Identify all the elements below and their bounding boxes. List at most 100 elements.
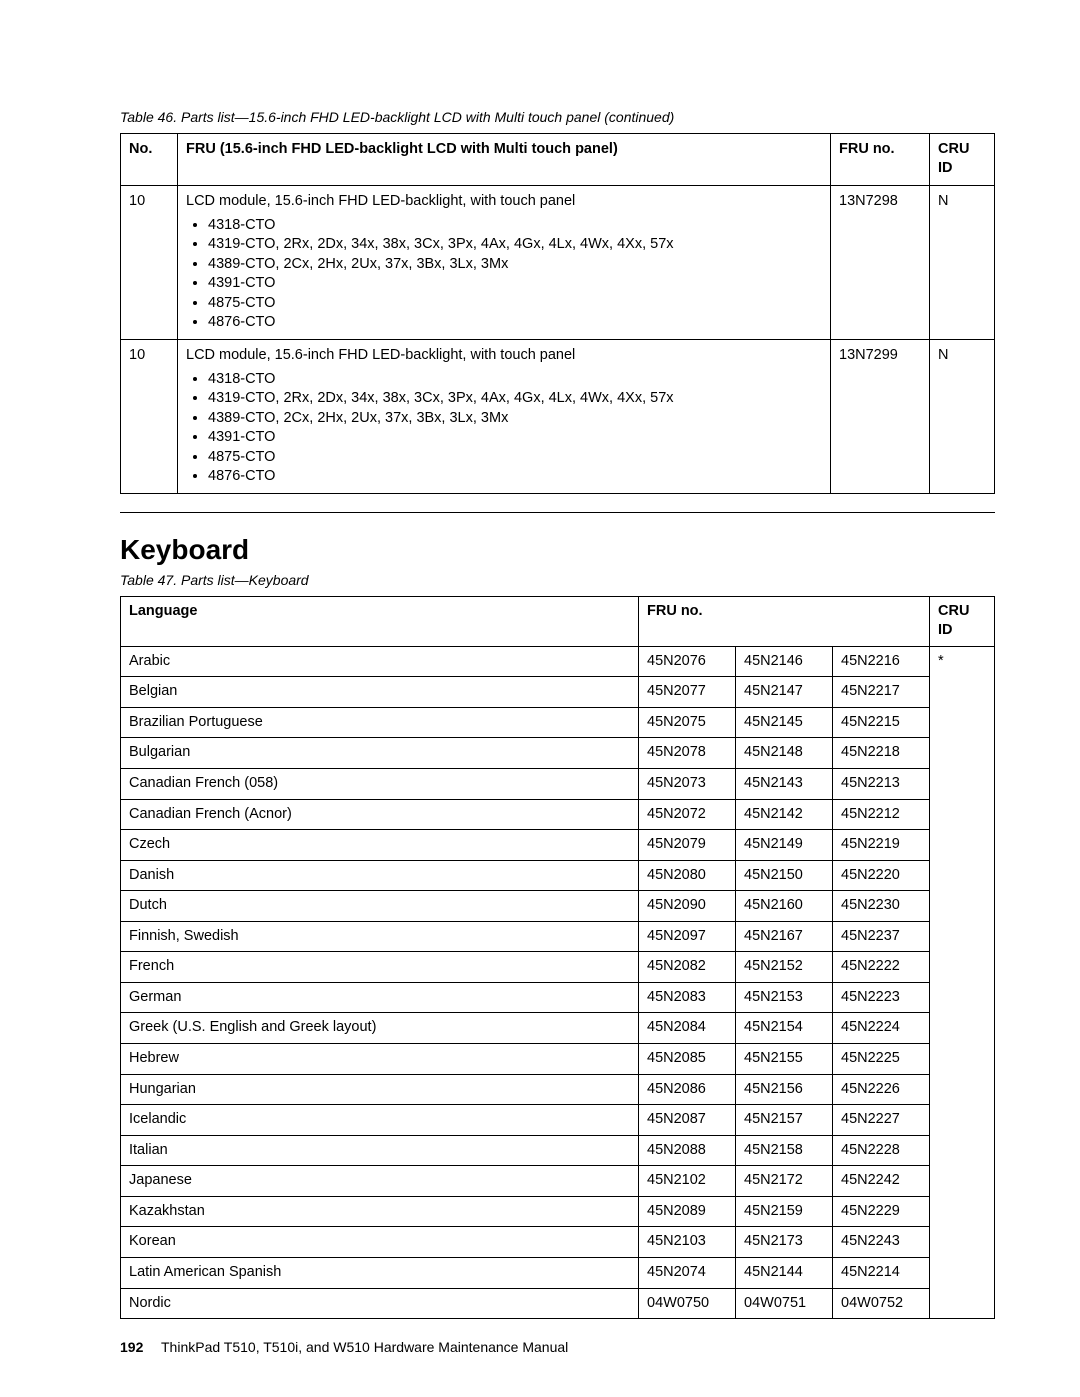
th-cru: CRU ID (930, 596, 995, 646)
cell-language: French (121, 952, 639, 983)
cell-part-no: 45N2172 (736, 1166, 833, 1197)
cell-part-no: 45N2167 (736, 921, 833, 952)
cell-language: Kazakhstan (121, 1196, 639, 1227)
cell-part-no: 45N2218 (833, 738, 930, 769)
cell-language: Brazilian Portuguese (121, 707, 639, 738)
list-item: 4876-CTO (208, 313, 822, 333)
page-number: 192 (120, 1339, 143, 1355)
list-item: 4391-CTO (208, 274, 822, 294)
cell-part-no: 45N2097 (639, 921, 736, 952)
cell-part-no: 45N2213 (833, 768, 930, 799)
table46-caption: Table 46. Parts list—15.6-inch FHD LED-b… (120, 108, 995, 127)
cell-part-no: 45N2087 (639, 1105, 736, 1136)
th-cru: CRU ID (930, 133, 995, 185)
th-fru-no: FRU no. (831, 133, 930, 185)
table-row: Czech45N207945N214945N2219 (121, 830, 995, 861)
page: Table 46. Parts list—15.6-inch FHD LED-b… (0, 0, 1080, 1397)
cell-part-no: 45N2173 (736, 1227, 833, 1258)
th-fru-no: FRU no. (639, 596, 930, 646)
cell-part-no: 45N2229 (833, 1196, 930, 1227)
cell-part-no: 45N2224 (833, 1013, 930, 1044)
table-row: Italian45N208845N215845N2228 (121, 1135, 995, 1166)
table46-body: 10 LCD module, 15.6-inch FHD LED-backligh… (121, 186, 995, 494)
cell-part-no: 45N2212 (833, 799, 930, 830)
table-row: German45N208345N215345N2223 (121, 982, 995, 1013)
table-row: Greek (U.S. English and Greek layout) 45N… (121, 1013, 995, 1044)
cell-language: Dutch (121, 891, 639, 922)
cell-fru-no: 13N7299 (831, 339, 930, 493)
list-item: 4319-CTO, 2Rx, 2Dx, 34x, 38x, 3Cx, 3Px, … (208, 389, 822, 409)
cell-part-no: 45N2237 (833, 921, 930, 952)
table-row: Hungarian45N208645N215645N2226 (121, 1074, 995, 1105)
cell-part-no: 45N2155 (736, 1044, 833, 1075)
cell-part-no: 45N2146 (736, 646, 833, 677)
cell-part-no: 45N2219 (833, 830, 930, 861)
cell-part-no: 45N2103 (639, 1227, 736, 1258)
cell-cru: N (930, 186, 995, 340)
cell-part-no: 45N2082 (639, 952, 736, 983)
table47: Language FRU no. CRU ID Arabic45N207645N… (120, 596, 995, 1320)
fru-title: LCD module, 15.6-inch FHD LED-backlight,… (186, 346, 822, 366)
cell-language: German (121, 982, 639, 1013)
cell-part-no: 45N2102 (639, 1166, 736, 1197)
cell-part-no: 45N2142 (736, 799, 833, 830)
table-row: Belgian45N207745N214745N2217 (121, 677, 995, 708)
cell-part-no: 45N2223 (833, 982, 930, 1013)
cell-cru: * (930, 646, 995, 1318)
cell-part-no: 45N2227 (833, 1105, 930, 1136)
table46: No. FRU (15.6-inch FHD LED-backlight LCD… (120, 133, 995, 494)
page-footer: 192 ThinkPad T510, T510i, and W510 Hardw… (120, 1338, 568, 1357)
cell-part-no: 45N2072 (639, 799, 736, 830)
cell-part-no: 45N2090 (639, 891, 736, 922)
cell-no: 10 (121, 186, 178, 340)
table-row: Canadian French (Acnor)45N207245N214245N… (121, 799, 995, 830)
cell-part-no: 04W0751 (736, 1288, 833, 1319)
cell-language: Belgian (121, 677, 639, 708)
cell-part-no: 45N2148 (736, 738, 833, 769)
cell-part-no: 45N2228 (833, 1135, 930, 1166)
cell-part-no: 45N2079 (639, 830, 736, 861)
th-no: No. (121, 133, 178, 185)
cell-cru: N (930, 339, 995, 493)
cell-part-no: 45N2156 (736, 1074, 833, 1105)
cell-language: Hebrew (121, 1044, 639, 1075)
cell-part-no: 45N2243 (833, 1227, 930, 1258)
fru-title: LCD module, 15.6-inch FHD LED-backlight,… (186, 192, 822, 212)
section-heading-keyboard: Keyboard (120, 531, 995, 569)
section-divider (120, 512, 995, 513)
cell-part-no: 45N2216 (833, 646, 930, 677)
list-item: 4875-CTO (208, 294, 822, 314)
table46-head: No. FRU (15.6-inch FHD LED-backlight LCD… (121, 133, 995, 185)
table47-body: Arabic45N207645N214645N2216*Belgian45N20… (121, 646, 995, 1318)
list-item: 4875-CTO (208, 448, 822, 468)
cell-part-no: 45N2157 (736, 1105, 833, 1136)
table-row: Kazakhstan45N208945N215945N2229 (121, 1196, 995, 1227)
fru-bullet-list: 4318-CTO4319-CTO, 2Rx, 2Dx, 34x, 38x, 3C… (186, 370, 822, 487)
cell-part-no: 45N2086 (639, 1074, 736, 1105)
cell-language: Czech (121, 830, 639, 861)
table47-head: Language FRU no. CRU ID (121, 596, 995, 646)
cell-language: Nordic (121, 1288, 639, 1319)
cell-part-no: 45N2153 (736, 982, 833, 1013)
table-row: Japanese45N210245N217245N2242 (121, 1166, 995, 1197)
table-row: French45N208245N215245N2222 (121, 952, 995, 983)
list-item: 4876-CTO (208, 467, 822, 487)
cell-part-no: 45N2150 (736, 860, 833, 891)
cell-part-no: 04W0750 (639, 1288, 736, 1319)
table-row: Brazilian Portuguese45N207545N214545N221… (121, 707, 995, 738)
th-language: Language (121, 596, 639, 646)
cell-part-no: 45N2085 (639, 1044, 736, 1075)
manual-title: ThinkPad T510, T510i, and W510 Hardware … (161, 1339, 568, 1355)
cell-part-no: 45N2215 (833, 707, 930, 738)
cell-part-no: 45N2089 (639, 1196, 736, 1227)
cell-language: Hungarian (121, 1074, 639, 1105)
cell-language: Icelandic (121, 1105, 639, 1136)
cell-part-no: 45N2145 (736, 707, 833, 738)
table-row: 10LCD module, 15.6-inch FHD LED-backligh… (121, 339, 995, 493)
table-row: 10 LCD module, 15.6-inch FHD LED-backligh… (121, 186, 995, 340)
cell-language: Greek (U.S. English and Greek layout) (121, 1013, 639, 1044)
cell-part-no: 45N2149 (736, 830, 833, 861)
cell-part-no: 45N2073 (639, 768, 736, 799)
cell-part-no: 45N2242 (833, 1166, 930, 1197)
cell-fru-no: 13N7298 (831, 186, 930, 340)
